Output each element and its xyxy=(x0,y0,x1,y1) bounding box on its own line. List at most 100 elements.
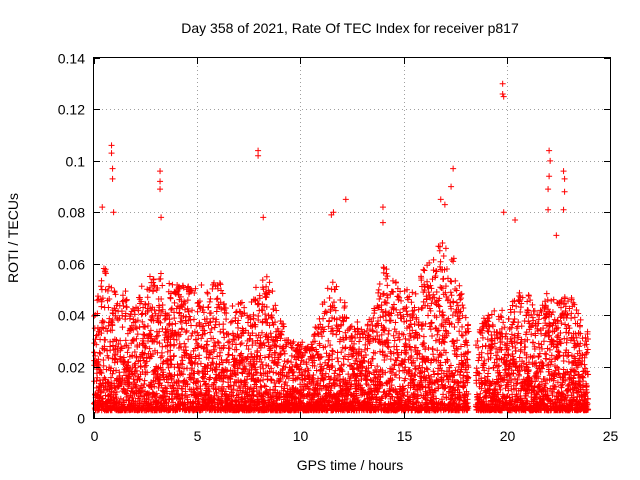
data-point xyxy=(204,289,211,296)
data-point xyxy=(350,365,357,372)
data-point xyxy=(318,385,325,392)
data-point xyxy=(178,354,185,361)
data-point xyxy=(329,325,336,332)
data-point xyxy=(155,307,162,314)
data-point xyxy=(207,318,214,325)
data-point xyxy=(167,372,174,379)
data-point xyxy=(223,357,230,364)
data-point xyxy=(124,349,131,356)
data-point xyxy=(193,322,200,329)
data-point xyxy=(432,337,439,344)
data-point xyxy=(322,370,329,377)
data-point xyxy=(266,368,273,375)
data-point xyxy=(258,384,265,391)
data-point xyxy=(154,365,161,372)
data-point xyxy=(285,336,292,343)
data-point xyxy=(457,296,464,303)
data-point xyxy=(131,349,138,356)
data-point xyxy=(235,391,242,398)
data-point xyxy=(99,379,106,386)
data-point xyxy=(169,321,176,328)
data-point xyxy=(252,321,259,328)
data-point xyxy=(508,324,515,331)
data-point xyxy=(422,346,429,353)
data-point xyxy=(330,299,337,306)
data-point xyxy=(210,279,217,286)
data-point xyxy=(163,385,170,392)
data-point xyxy=(206,319,213,326)
data-point xyxy=(119,292,126,299)
data-point xyxy=(331,370,338,377)
data-point xyxy=(159,282,166,289)
data-point xyxy=(354,319,361,326)
data-point xyxy=(118,381,125,388)
data-point xyxy=(485,312,492,319)
data-point xyxy=(206,388,213,395)
data-point xyxy=(105,354,112,361)
data-point xyxy=(342,345,349,352)
data-point xyxy=(317,366,324,373)
data-point xyxy=(325,399,332,406)
data-point xyxy=(193,336,200,343)
data-point xyxy=(311,357,318,364)
data-point xyxy=(339,368,346,375)
data-point xyxy=(175,377,182,384)
data-point xyxy=(154,339,161,346)
data-point xyxy=(427,326,434,333)
data-point xyxy=(322,343,329,350)
data-point xyxy=(188,287,195,294)
data-point xyxy=(291,389,298,396)
data-point xyxy=(341,353,348,360)
data-point xyxy=(456,282,463,289)
data-point xyxy=(101,343,108,350)
data-point xyxy=(288,359,295,366)
data-point xyxy=(91,313,98,320)
data-point xyxy=(273,334,280,341)
data-point xyxy=(164,348,171,355)
data-point xyxy=(114,358,121,365)
data-point xyxy=(473,365,480,372)
data-point xyxy=(215,339,222,346)
data-point xyxy=(329,362,336,369)
data-point xyxy=(278,331,285,338)
data-point xyxy=(266,279,273,286)
data-point xyxy=(383,275,390,282)
data-point xyxy=(332,286,339,293)
data-point xyxy=(412,290,419,297)
data-point xyxy=(140,384,147,391)
data-point xyxy=(225,359,232,366)
data-point xyxy=(249,330,256,337)
data-point xyxy=(144,294,151,301)
data-point xyxy=(254,337,261,344)
data-point xyxy=(219,397,226,404)
data-point xyxy=(184,365,191,372)
data-point xyxy=(98,277,105,284)
data-point xyxy=(391,337,398,344)
data-point xyxy=(138,311,145,318)
data-point xyxy=(102,270,109,277)
data-point xyxy=(107,374,114,381)
data-point xyxy=(225,331,232,338)
data-point xyxy=(171,371,178,378)
data-point xyxy=(366,370,373,377)
data-point xyxy=(223,316,230,323)
data-point xyxy=(154,332,161,339)
data-point xyxy=(158,296,165,303)
data-point xyxy=(141,332,148,339)
data-point xyxy=(179,371,186,378)
data-point xyxy=(219,359,226,366)
data-point xyxy=(321,299,328,306)
data-point xyxy=(452,286,459,293)
data-point xyxy=(242,379,249,386)
data-point xyxy=(268,376,275,383)
data-point xyxy=(348,323,355,330)
data-point xyxy=(133,367,140,374)
data-point xyxy=(184,297,191,304)
data-point xyxy=(238,340,245,347)
data-point xyxy=(418,326,425,333)
data-point xyxy=(237,300,244,307)
data-point xyxy=(238,350,245,357)
data-point xyxy=(105,304,112,311)
data-point xyxy=(227,319,234,326)
data-point xyxy=(259,307,266,314)
